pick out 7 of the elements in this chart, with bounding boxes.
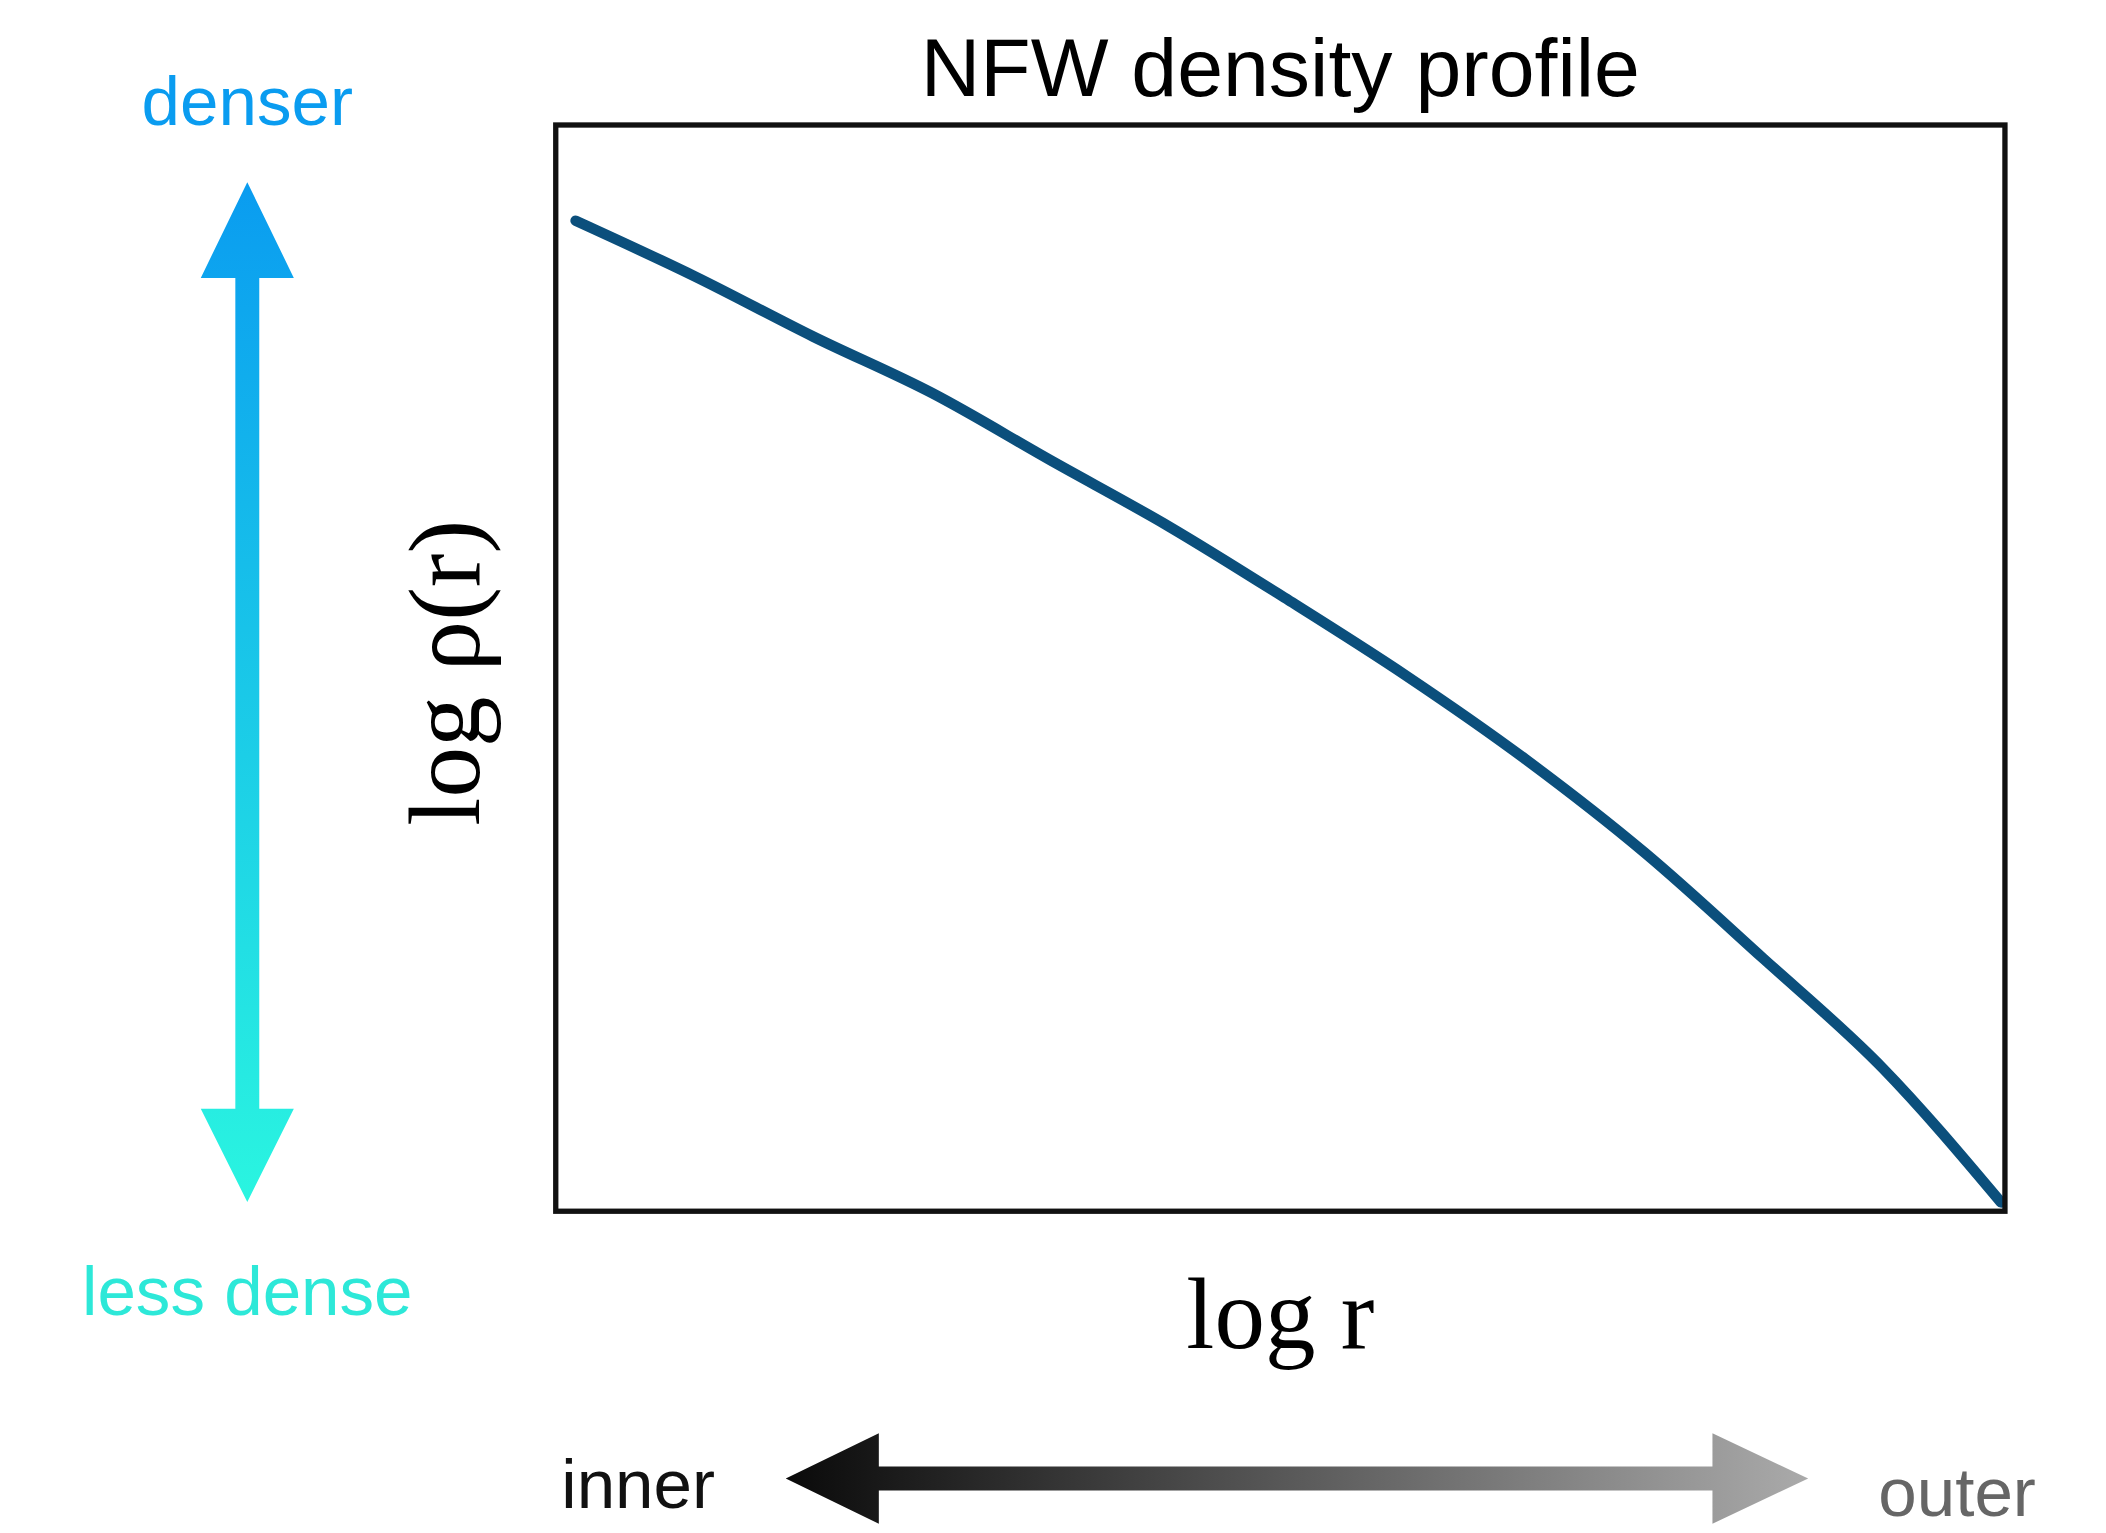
text: less dense [82, 1251, 413, 1330]
text: denser [141, 62, 353, 140]
y-axis-title: log ρ(r) [388, 519, 501, 826]
chart-title: NFW density profile [920, 20, 1640, 113]
text: outer [1878, 1452, 2036, 1531]
x-axis-title: log r [1186, 1258, 1375, 1371]
text: inner [561, 1444, 716, 1523]
